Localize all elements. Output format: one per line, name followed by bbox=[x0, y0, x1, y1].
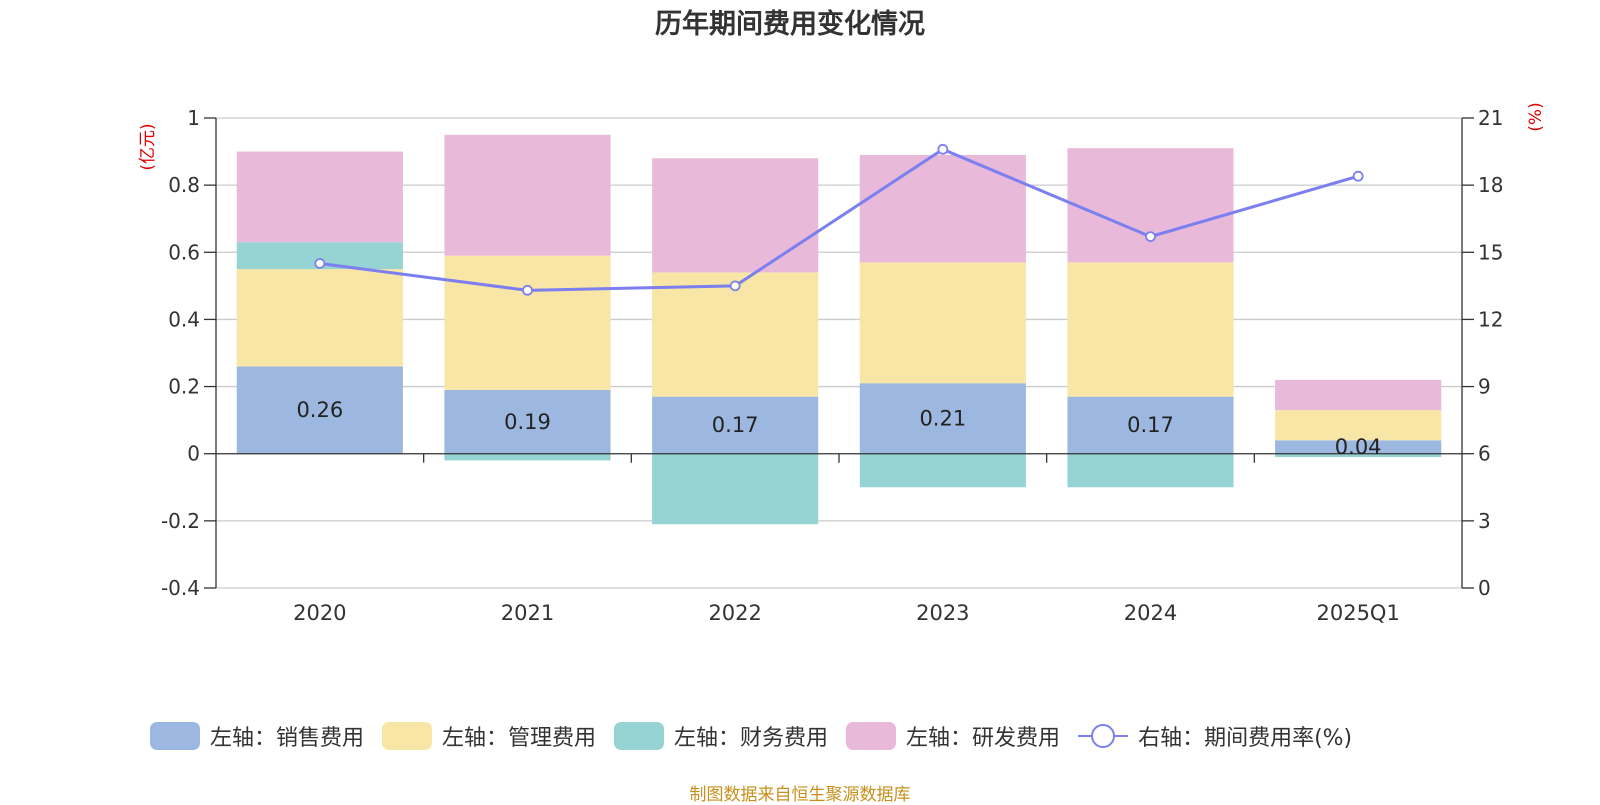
right-axis-tick-label: 6 bbox=[1478, 442, 1491, 466]
x-axis-tick-label: 2021 bbox=[501, 601, 554, 625]
legend-item[interactable]: 右轴：期间费用率(%) bbox=[1078, 720, 1352, 752]
right-axis-tick-label: 12 bbox=[1478, 307, 1503, 331]
legend-swatch bbox=[382, 722, 433, 750]
bar-segment bbox=[1067, 396, 1234, 454]
legend-label: 左轴：销售费用 bbox=[210, 726, 365, 751]
legend-label: 左轴：财务费用 bbox=[674, 726, 829, 751]
data-label: 0.19 bbox=[504, 410, 551, 434]
bar-segment bbox=[859, 383, 1026, 454]
left-axis-tick-label: -0.2 bbox=[161, 509, 200, 533]
bars bbox=[236, 134, 1442, 525]
bar-segment bbox=[444, 453, 611, 461]
bar-segment bbox=[1067, 262, 1234, 397]
legend-item[interactable]: 左轴：研发费用 bbox=[846, 720, 1060, 752]
bar-segment bbox=[859, 453, 1026, 488]
source-note: 制图数据来自恒生聚源数据库 bbox=[689, 785, 911, 805]
legend-swatch bbox=[150, 722, 200, 750]
x-axis-tick-label: 2020 bbox=[293, 601, 346, 625]
right-axis-tick-label: 15 bbox=[1478, 240, 1503, 264]
left-axis-tick-label: -0.4 bbox=[161, 576, 200, 600]
right-axis-unit: (%) bbox=[1526, 102, 1546, 131]
legend-line-marker bbox=[1078, 722, 1129, 750]
legend-item[interactable]: 左轴：管理费用 bbox=[382, 720, 596, 752]
bar-segment bbox=[1275, 379, 1442, 411]
chart: 历年期间费用变化情况 (亿元) (%) 1 0.8 0.6 0.4 0.2 0 -0.2 -0… bbox=[138, 8, 1546, 625]
bar-segment bbox=[236, 269, 403, 367]
bar-segment bbox=[236, 151, 403, 243]
x-axis-tick-label: 2024 bbox=[1124, 601, 1177, 625]
bar-segment bbox=[236, 366, 403, 454]
rate-point bbox=[314, 258, 326, 269]
x-axis-tick-label: 2025Q1 bbox=[1316, 601, 1399, 625]
data-label: 0.21 bbox=[919, 406, 966, 430]
x-axis-tick-label: 2022 bbox=[708, 601, 761, 625]
grid bbox=[216, 117, 1462, 589]
left-axis-tick-label: 0 bbox=[187, 442, 200, 466]
bar-segment bbox=[652, 453, 819, 525]
data-label: 0.04 bbox=[1335, 435, 1382, 459]
bar-segment bbox=[444, 255, 611, 390]
x-axis-tick-label: 2023 bbox=[916, 601, 969, 625]
legend-label: 左轴：研发费用 bbox=[906, 726, 1061, 751]
left-axis-tick-label: 0.6 bbox=[168, 240, 200, 264]
bar-segment bbox=[652, 396, 819, 454]
data-label: 0.17 bbox=[1127, 413, 1174, 437]
bar-segment bbox=[859, 262, 1026, 384]
left-axis-tick-label: 0.8 bbox=[168, 173, 200, 197]
bar-segment bbox=[1067, 453, 1234, 488]
right-axis-tick-label: 18 bbox=[1478, 173, 1503, 197]
bar-segment bbox=[1275, 453, 1442, 458]
bar-segment bbox=[652, 272, 819, 397]
data-label: 0.17 bbox=[712, 413, 759, 437]
chart-title: 历年期间费用变化情况 bbox=[655, 8, 925, 40]
legend-label: 左轴：管理费用 bbox=[442, 726, 597, 751]
rate-point bbox=[937, 143, 949, 155]
rate-point bbox=[1352, 170, 1364, 182]
rate-point bbox=[729, 280, 741, 292]
axes: 1 0.8 0.6 0.4 0.2 0 -0.2 -0.4 21 18 15 12 9 6 3 0 2020 20… bbox=[161, 106, 1503, 625]
bar-segment bbox=[1275, 410, 1442, 441]
left-axis-tick-label: 1 bbox=[187, 106, 200, 130]
legend-swatch bbox=[614, 722, 665, 750]
bar-segment bbox=[444, 389, 611, 454]
legend-item[interactable]: 左轴：财务费用 bbox=[614, 720, 828, 752]
data-labels: 0.26 0.19 0.17 0.21 0.17 0.04 bbox=[296, 398, 1381, 459]
data-label: 0.26 bbox=[296, 398, 343, 422]
left-axis-tick-label: 0.4 bbox=[168, 307, 200, 331]
right-axis-tick-label: 9 bbox=[1478, 375, 1491, 399]
left-axis-unit: (亿元) bbox=[138, 123, 158, 170]
rate-line bbox=[314, 143, 1364, 296]
left-axis-tick-label: 0.2 bbox=[168, 375, 200, 399]
legend: 左轴：销售费用 左轴：管理费用 左轴：财务费用 左轴：研发费用 右轴：期间费用率(%) bbox=[150, 720, 1370, 752]
legend-item[interactable]: 左轴：销售费用 bbox=[150, 720, 364, 752]
right-axis-tick-label: 21 bbox=[1478, 106, 1503, 130]
bar-segment bbox=[1275, 440, 1442, 454]
rate-point bbox=[522, 284, 533, 296]
rate-point bbox=[1145, 231, 1156, 243]
bar-segment bbox=[444, 134, 611, 256]
bar-segment bbox=[1067, 148, 1234, 263]
bar-segment bbox=[859, 154, 1026, 263]
legend-label: 右轴：期间费用率(%) bbox=[1138, 726, 1353, 751]
legend-swatch bbox=[846, 722, 897, 750]
bar-segment bbox=[652, 158, 819, 273]
right-axis-tick-label: 3 bbox=[1478, 509, 1491, 533]
rate-line-path bbox=[319, 147, 1359, 292]
right-axis-tick-label: 0 bbox=[1478, 576, 1491, 600]
